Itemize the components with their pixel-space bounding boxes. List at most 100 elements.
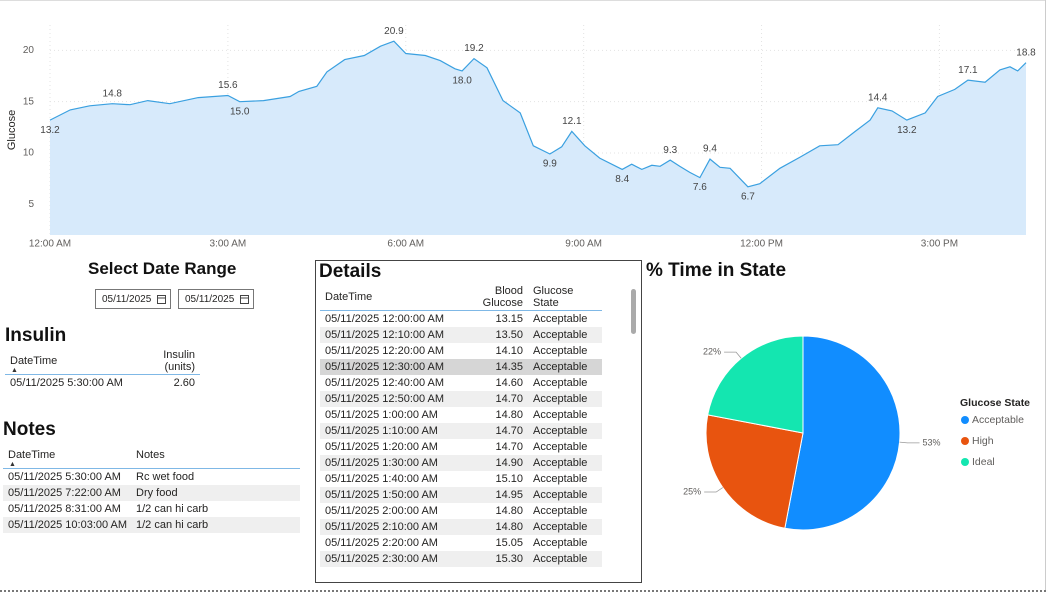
table-row: 05/11/2025 1:30:00 AM 14.90 Acceptable (320, 455, 602, 471)
data-label: 18.0 (452, 76, 472, 87)
y-tick-label: 20 (23, 45, 35, 56)
table-cell: Acceptable (528, 519, 602, 535)
start-date: 05/11/2025 (102, 294, 152, 305)
table-cell: 14.35 (448, 359, 528, 375)
table-cell: 05/11/2025 12:20:00 AM (325, 345, 445, 357)
table-cell: Rc wet food (136, 471, 195, 483)
table-cell: 05/11/2025 1:20:00 AM (325, 441, 438, 453)
data-label: 17.1 (958, 65, 978, 76)
header-row: DateTime ▲ Insulin (units) (5, 348, 200, 375)
legend-marker (961, 437, 969, 445)
data-label: 15.0 (230, 106, 250, 117)
table-cell: 14.60 (495, 377, 523, 389)
header-row: DateTime ▲ Notes (3, 442, 300, 469)
insulin-table: DateTime ▲ Insulin (units) 05/11/2025 5:30:… (5, 348, 200, 391)
table-row: 05/11/2025 1:20:00 AM 14.70 Acceptable (320, 439, 602, 455)
table-cell: 14.80 (495, 505, 523, 517)
leader-line (899, 441, 920, 444)
column-header: Insulin (units) (125, 348, 200, 375)
x-tick-label: 9:00 AM (565, 239, 602, 250)
table-cell: 13.15 (495, 313, 523, 325)
table-row: 05/11/2025 1:40:00 AM 15.10 Acceptable (320, 471, 602, 487)
table-cell: Acceptable (533, 473, 588, 485)
table-cell: 05/11/2025 12:50:00 AM (320, 391, 448, 407)
column-header-text: Glucose State (533, 285, 574, 309)
table-cell: 05/11/2025 1:50:00 AM (320, 487, 448, 503)
data-label: 12.1 (562, 116, 582, 127)
table-cell: 05/11/2025 2:30:00 AM (320, 551, 448, 567)
data-label: 14.4 (868, 92, 888, 103)
end-date-input[interactable]: 05/11/2025 (178, 289, 254, 309)
frame-bottom (0, 590, 1046, 592)
table-cell: 14.70 (448, 391, 528, 407)
table-row: 05/11/2025 10:03:00 AM 1/2 can hi carb (3, 517, 300, 533)
x-tick-label: 6:00 AM (387, 239, 424, 250)
table-cell: 14.80 (448, 519, 528, 535)
column-header: Glucose State (528, 284, 602, 311)
table-cell: 15.05 (495, 537, 523, 549)
y-tick-label: 15 (23, 96, 35, 107)
legend-label: Acceptable (972, 414, 1024, 426)
data-label: 53% (923, 437, 941, 447)
table-cell: 05/11/2025 5:30:00 AM (10, 377, 123, 389)
table-row: 05/11/2025 12:10:00 AM 13.50 Acceptable (320, 327, 602, 343)
table-cell: 05/11/2025 2:20:00 AM (325, 537, 438, 549)
table-row: 05/11/2025 12:20:00 AM 14.10 Acceptable (320, 343, 602, 359)
data-label: 15.6 (218, 80, 238, 91)
table-row: 05/11/2025 1:10:00 AM 14.70 Acceptable (320, 423, 602, 439)
column-header-text: Insulin (units) (163, 349, 195, 373)
table-cell: 05/11/2025 1:00:00 AM (325, 409, 438, 421)
table-row: 05/11/2025 12:00:00 AM 13.15 Acceptable (320, 311, 602, 328)
notes-table: DateTime ▲ Notes 05/11/2025 5:30:00 AM Rc we… (3, 442, 300, 533)
table-cell: 14.70 (495, 441, 523, 453)
data-label: 18.8 (1016, 47, 1036, 58)
table-cell: 15.30 (448, 551, 528, 567)
table-row: 05/11/2025 5:30:00 AM 2.60 (5, 375, 200, 392)
table-row: 05/11/2025 2:20:00 AM 15.05 Acceptable (320, 535, 602, 551)
data-label: 25% (683, 486, 701, 496)
table-row: 05/11/2025 12:40:00 AM 14.60 Acceptable (320, 375, 602, 391)
table-cell: 1/2 can hi carb (136, 503, 209, 515)
pie-slice (784, 335, 901, 531)
table-cell: 05/11/2025 8:31:00 AM (8, 503, 121, 515)
leader-line (704, 487, 723, 493)
data-label: 7.6 (693, 182, 707, 193)
frame-top (0, 0, 1045, 1)
table-cell: Acceptable (528, 359, 602, 375)
table-row: 05/11/2025 2:00:00 AM 14.80 Acceptable (320, 503, 602, 519)
data-label: 9.9 (543, 159, 557, 170)
table-cell: 05/11/2025 2:10:00 AM (320, 519, 448, 535)
table-cell: Acceptable (533, 537, 588, 549)
line (49, 40, 1027, 188)
legend-marker (961, 458, 969, 466)
table-row: 05/11/2025 12:30:00 AM 14.35 Acceptable (320, 359, 602, 375)
column-header: Notes (131, 442, 300, 469)
table-row: 05/11/2025 2:10:00 AM 14.80 Acceptable (320, 519, 602, 535)
column-header: DateTime ▲ (5, 348, 125, 375)
date-range-title: Select Date Range (88, 259, 237, 278)
legend-label: Ideal (972, 456, 995, 468)
start-date-input[interactable]: 05/11/2025 (95, 289, 171, 309)
table-cell: 15.10 (495, 473, 523, 485)
table-cell: 14.80 (495, 409, 523, 421)
scrollbar[interactable] (631, 289, 636, 334)
data-label: 13.2 (40, 125, 60, 136)
table-cell: Acceptable (528, 551, 602, 567)
table-cell: Acceptable (533, 345, 588, 357)
table-cell: Acceptable (533, 313, 588, 325)
data-label: 22% (703, 346, 721, 356)
column-header: Blood Glucose (448, 284, 528, 311)
table-cell: Dry food (131, 485, 300, 501)
legend-label: High (972, 435, 994, 447)
table-cell: 05/11/2025 10:03:00 AM (3, 517, 131, 533)
legend-title: Glucose State (960, 397, 1030, 409)
data-label: 13.2 (897, 125, 917, 136)
insulin-title: Insulin (5, 325, 67, 346)
sort-arrow: ▲ (9, 461, 16, 468)
y-axis-title: Glucose (6, 110, 18, 150)
notes-title: Notes (3, 419, 56, 440)
table-cell: 05/11/2025 5:30:00 AM (8, 471, 121, 483)
table-cell: Acceptable (528, 487, 602, 503)
data-label: 8.4 (615, 174, 629, 185)
column-header-text: DateTime (8, 449, 56, 461)
